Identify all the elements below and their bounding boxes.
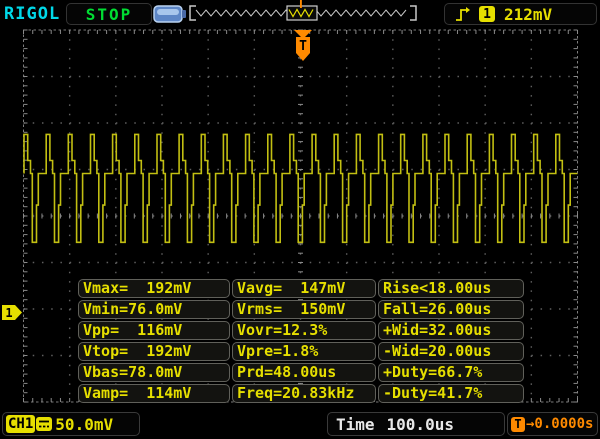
time-scale-value: 100.0us: [386, 414, 454, 434]
meas-vovr: Vovr=12.3%: [232, 321, 376, 340]
meas-rise: Rise<18.00us: [378, 279, 524, 298]
viewport-waveform-preview: [288, 8, 314, 18]
ch1-waveform-trace: [23, 133, 578, 244]
meas-vamp: Vamp= 114mV: [78, 384, 230, 403]
trigger-offset-t-chip: T: [511, 416, 525, 432]
strip-left-bracket: [189, 5, 196, 21]
meas-pduty: +Duty=66.7%: [378, 363, 524, 382]
meas-fall: Fall=26.00us: [378, 300, 524, 319]
horizontal-position-bar[interactable]: [188, 4, 418, 22]
trigger-position-marker[interactable]: T: [294, 30, 312, 61]
strip-right-bracket: [410, 5, 417, 21]
timebase-badge[interactable]: Time 100.0us: [327, 412, 505, 436]
grid-lines: [23, 29, 578, 403]
time-label: Time: [336, 414, 375, 434]
meas-vpp: Vpp= 116mV: [78, 321, 230, 340]
meas-freq: Freq=20.83kHz: [232, 384, 376, 403]
svg-text:1: 1: [5, 306, 12, 320]
trigger-info-badge[interactable]: 1 212mV: [444, 3, 597, 25]
meas-vavg: Vavg= 147mV: [232, 279, 376, 298]
trigger-offset-value: →0.0000s: [526, 416, 594, 432]
meas-vtop: Vtop= 192mV: [78, 342, 230, 361]
meas-vrms: Vrms= 150mV: [232, 300, 376, 319]
meas-nduty: -Duty=41.7%: [378, 384, 524, 403]
dc-coupling-icon: [36, 417, 53, 431]
meas-prd: Prd=48.00us: [232, 363, 376, 382]
channel-1-badge[interactable]: CH1 50.0mV: [2, 412, 140, 436]
position-trigger-label: T: [297, 0, 305, 12]
channel-1-label: CH1: [6, 415, 36, 433]
meas-vmax: Vmax= 192mV: [78, 279, 230, 298]
run-status-badge[interactable]: STOP: [66, 3, 152, 25]
svg-text:T: T: [299, 39, 307, 54]
trigger-source-chip: 1: [479, 6, 495, 22]
edge-trigger-icon: [456, 6, 470, 21]
rigol-logo: RIGOL: [4, 4, 61, 24]
battery-icon: [153, 5, 186, 27]
run-status-label: STOP: [85, 4, 133, 24]
vertical-scale-value: 50.0mV: [55, 414, 114, 434]
meas-nwid: -Wid=20.00us: [378, 342, 524, 361]
meas-vmin: Vmin=76.0mV: [78, 300, 230, 319]
channel-1-level-marker[interactable]: 1: [2, 305, 22, 320]
trigger-level-value: 212mV: [504, 4, 553, 24]
trigger-offset-badge[interactable]: T →0.0000s: [507, 412, 598, 436]
graticule: T 1: [2, 29, 578, 403]
meas-pwid: +Wid=32.00us: [378, 321, 524, 340]
measurement-panel: Vmax= 192mV Vavg= 147mV Rise<18.00us Vmi…: [78, 279, 524, 403]
meas-vpre: Vpre=1.8%: [232, 342, 376, 361]
status-bar: CH1 50.0mV Time 100.0us T →0.0000s: [0, 410, 600, 439]
meas-vbas: Vbas=78.0mV: [78, 363, 230, 382]
